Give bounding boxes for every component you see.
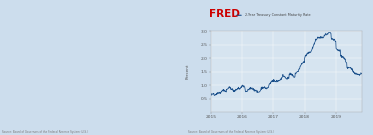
Text: Percent: Percent [3,64,7,79]
Text: FRED: FRED [26,9,57,19]
Text: Source: Board of Governors of the Federal Reserve System (U.S.): Source: Board of Governors of the Federa… [188,130,275,134]
Text: Source: Board of Governors of the Federal Reserve System (U.S.): Source: Board of Governors of the Federa… [2,130,88,134]
Text: Percent: Percent [186,64,190,79]
Text: FRED: FRED [209,9,240,19]
Text: 5-Year Treasury Constant Maturity Rate: 5-Year Treasury Constant Maturity Rate [62,13,128,17]
Text: 2-Year Treasury Constant Maturity Rate: 2-Year Treasury Constant Maturity Rate [245,13,310,17]
